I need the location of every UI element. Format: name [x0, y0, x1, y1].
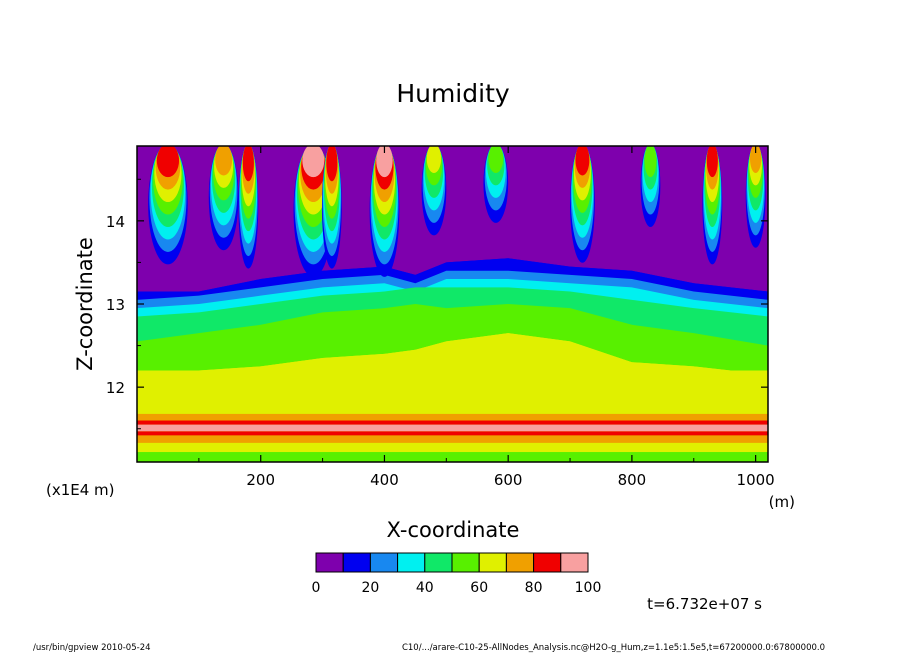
colorbar-swatch — [397, 552, 426, 573]
colorbar-swatch — [560, 552, 589, 573]
humidity-plume — [706, 146, 718, 178]
humidity-band — [137, 435, 768, 443]
y-axis: 12 13 14 — [106, 178, 768, 430]
colorbar — [315, 552, 589, 573]
colorbar-swatch — [424, 552, 453, 573]
colorbar-swatch — [478, 552, 507, 573]
humidity-plume — [749, 146, 762, 173]
footer-right: C10/.../arare-C10-25-AllNodes_Analysis.n… — [402, 643, 825, 653]
colorbar-tick-label: 0 — [312, 580, 321, 596]
colorbar-tick-label: 100 — [575, 580, 602, 596]
footer-left: /usr/bin/gpview 2010-05-24 — [33, 643, 151, 653]
x-tick-label: 200 — [246, 471, 275, 489]
colorbar-swatch — [533, 552, 562, 573]
colorbar-tick-label: 60 — [470, 580, 488, 596]
contour-fill-60-upper — [137, 333, 768, 375]
colorbar-swatch — [451, 552, 480, 573]
humidity-band — [137, 424, 768, 432]
y-axis-label: Z-coordinate — [73, 237, 97, 371]
humidity-plume — [575, 146, 590, 176]
colorbar-tick-label: 40 — [416, 580, 434, 596]
humidity-band — [137, 442, 768, 453]
humidity-band — [137, 413, 768, 421]
y-tick-label: 14 — [106, 213, 125, 231]
humidity-band — [137, 420, 768, 425]
humidity-plume — [644, 146, 657, 178]
y-tick-label: 12 — [106, 379, 125, 397]
x-tick-label: 600 — [494, 471, 523, 489]
heatmap-field — [137, 146, 768, 462]
colorbar-swatch — [369, 552, 399, 573]
y-axis-unit: (x1E4 m) — [46, 481, 115, 499]
time-label: t=6.732e+07 s — [647, 595, 762, 613]
colorbar-swatch — [505, 552, 535, 573]
humidity-plume — [488, 146, 504, 173]
humidity-plume — [302, 146, 325, 178]
x-axis-label: X-coordinate — [387, 518, 520, 542]
humidity-plume — [376, 146, 393, 178]
y-tick-label: 13 — [106, 296, 125, 314]
humidity-band — [137, 431, 768, 436]
x-tick-label: 800 — [618, 471, 647, 489]
chart-title: Humidity — [396, 79, 510, 108]
humidity-plume — [156, 146, 180, 178]
colorbar-swatch — [342, 552, 371, 573]
colorbar-tick-label: 20 — [361, 580, 379, 596]
humidity-plume — [242, 146, 254, 182]
colorbar-swatch — [315, 552, 344, 573]
humidity-band — [137, 407, 768, 414]
x-tick-label: 400 — [370, 471, 399, 489]
humidity-plume — [426, 146, 442, 173]
x-axis-unit: (m) — [769, 493, 795, 511]
humidity-plume — [215, 146, 233, 176]
humidity-band — [137, 452, 768, 462]
humidity-plume — [326, 146, 338, 182]
colorbar-labels: 0 20 40 60 80 100 — [312, 580, 602, 596]
colorbar-tick-label: 80 — [525, 580, 543, 596]
x-tick-label: 1000 — [737, 471, 775, 489]
humidity-band — [137, 370, 768, 408]
x-axis: 200 400 600 800 1000 — [198, 146, 775, 489]
